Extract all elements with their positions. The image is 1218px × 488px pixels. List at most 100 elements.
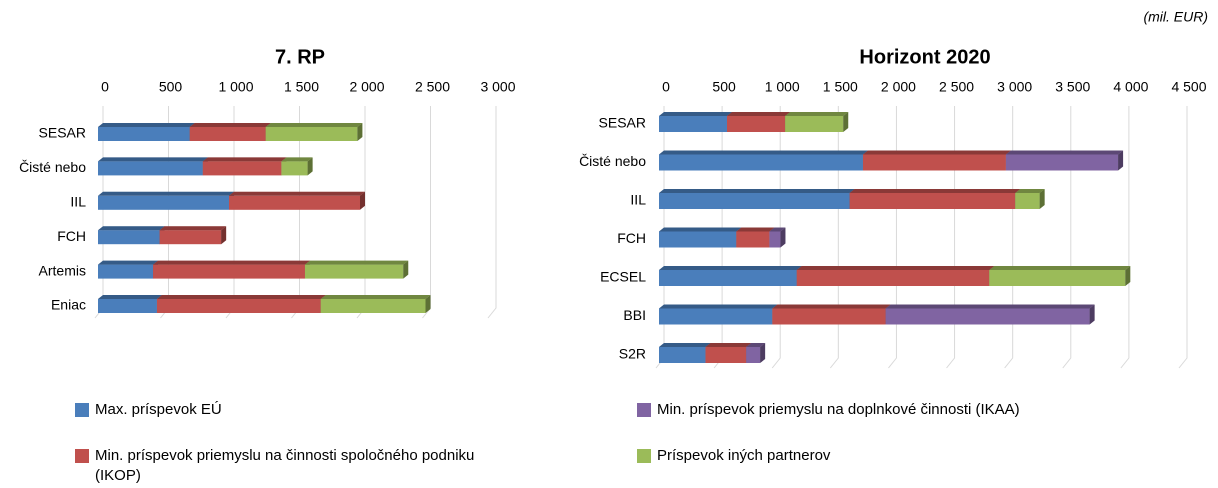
bar-segment	[849, 189, 1021, 209]
category-label: FCH	[617, 230, 646, 246]
bar-top	[726, 112, 791, 116]
bar-segment	[1015, 189, 1045, 209]
bar-top-shade	[229, 191, 365, 196]
bar-top	[156, 295, 326, 299]
bar-top	[229, 191, 365, 196]
bar-top	[736, 227, 775, 232]
bar-segment	[98, 191, 234, 210]
bar-side	[1118, 150, 1124, 171]
bar-segment	[281, 157, 313, 176]
bar-top	[659, 343, 711, 347]
unit-label: (mil. EUR)	[1143, 9, 1208, 25]
bar-side	[1039, 189, 1045, 209]
bar-side-shade	[1089, 304, 1095, 325]
bar-top-shade	[98, 226, 165, 231]
grid-line	[1062, 106, 1072, 369]
bar-front	[1015, 193, 1040, 209]
bar-side-shade	[1118, 150, 1124, 171]
bar-front	[849, 193, 1016, 209]
bar-top-shade	[1005, 150, 1124, 155]
grid-line	[888, 106, 897, 369]
bar-front	[989, 270, 1126, 286]
category-label: SESAR	[599, 115, 646, 131]
bar-segment	[98, 226, 165, 245]
bar-segment	[785, 112, 849, 132]
grid-line	[1178, 106, 1188, 369]
bar-side-shade	[1039, 189, 1045, 209]
x-tick-label: 1 500	[823, 79, 858, 95]
category-label: IIL	[630, 192, 646, 208]
bar-top-shade	[772, 304, 891, 309]
chart-title: Horizont 2020	[859, 46, 990, 68]
bar-segment	[98, 260, 159, 279]
bar-top	[153, 260, 310, 265]
bar-segment	[862, 150, 1011, 171]
bar-segment	[659, 266, 802, 286]
x-tick-label: 2 000	[349, 79, 384, 95]
legend-label: Max. príspevok EÚ	[95, 401, 222, 418]
bar-segment	[202, 157, 287, 176]
bar-top	[1005, 150, 1124, 155]
bar-side	[307, 157, 313, 176]
category-label: IIL	[70, 194, 86, 210]
bar-side	[357, 123, 363, 141]
x-tick-label: 1 000	[765, 79, 800, 95]
bar-front	[189, 127, 266, 141]
bar-segment	[659, 343, 711, 363]
bar-segment	[304, 260, 409, 279]
x-tick-label: 500	[712, 79, 736, 95]
category-label: Artemis	[39, 262, 86, 278]
bar-segment	[1005, 150, 1124, 171]
bar-top-shade	[1015, 189, 1045, 193]
bar-top	[1015, 189, 1045, 193]
legend-label: Príspevok iných partnerov	[657, 447, 831, 464]
bar-top	[659, 266, 802, 270]
bar-top-shade	[862, 150, 1011, 155]
bar-segment	[156, 295, 326, 313]
bar-top-shade	[736, 227, 775, 232]
grid-line	[1120, 106, 1130, 369]
bar-front	[796, 270, 990, 286]
bar-top	[265, 123, 363, 127]
bar-top-shade	[659, 227, 742, 232]
x-tick-label: 1 000	[218, 79, 253, 95]
bar-segment	[189, 123, 271, 141]
bar-top-shade	[796, 266, 995, 270]
legend-swatch	[75, 403, 89, 417]
bar-front	[736, 231, 770, 248]
bar-top-shade	[304, 260, 409, 265]
bar-top	[849, 189, 1021, 193]
bar-top-shade	[726, 112, 791, 116]
bar-segment	[726, 112, 791, 132]
x-tick-label: 2 000	[881, 79, 916, 95]
bar-top-shade	[320, 295, 431, 299]
bar-segment	[659, 227, 742, 248]
grid-line	[422, 106, 431, 319]
bar-side-shade	[307, 157, 313, 176]
bar-front	[726, 116, 786, 132]
bar-segment	[659, 150, 868, 171]
bar-top	[659, 189, 855, 193]
bar-front	[98, 161, 203, 176]
bar-segment	[746, 343, 766, 363]
bar-front	[304, 264, 404, 279]
bar-top	[796, 266, 995, 270]
bar-side	[760, 343, 766, 363]
legend-swatch	[637, 449, 651, 463]
bar-top	[769, 227, 786, 232]
category-label: BBI	[623, 307, 646, 323]
x-tick-label: 3 000	[480, 79, 515, 95]
bar-top-shade	[98, 157, 208, 162]
bar-top-shade	[885, 304, 1095, 309]
bar-top	[989, 266, 1131, 270]
bar-top-shade	[98, 123, 195, 127]
bar-top-shade	[659, 112, 732, 116]
bar-front	[659, 154, 863, 171]
category-label: Čisté nebo	[579, 153, 646, 169]
bar-segment	[769, 227, 786, 248]
bar-top	[746, 343, 766, 347]
bar-top	[98, 295, 162, 299]
bar-top-shade	[156, 295, 326, 299]
bar-top	[98, 226, 165, 231]
